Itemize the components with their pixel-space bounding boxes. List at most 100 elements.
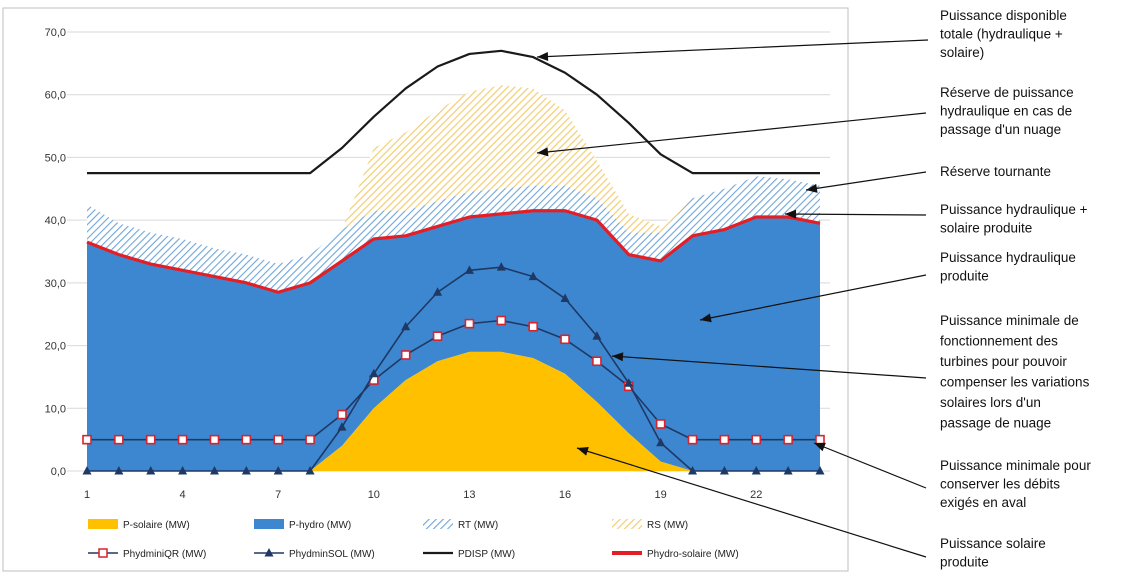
phydminiqr-point — [177, 434, 188, 445]
annotation-line: Puissance hydraulique + — [940, 202, 1088, 217]
phydminsol-point — [305, 466, 315, 475]
legend-label: Phydro-solaire (MW) — [647, 549, 739, 560]
phydminiqr-point — [783, 434, 793, 445]
phydminiqr-point — [687, 434, 698, 445]
rs-area — [87, 85, 820, 265]
pdisp-line — [87, 49, 820, 175]
phydminiqr-point — [145, 434, 156, 445]
phydminiqr-point — [655, 419, 666, 429]
x-tick-label: 13 — [463, 489, 475, 501]
arrowhead — [537, 147, 549, 157]
legend-swatch — [88, 519, 118, 529]
annotation-line: Puissance solaire — [940, 536, 1046, 551]
arrowhead — [814, 442, 826, 452]
phydminsol-point — [114, 466, 124, 475]
annotation-solaire: Puissance solaire produite — [940, 536, 1046, 570]
leader-line — [536, 112, 927, 154]
phydminiqr-line — [87, 319, 820, 441]
phydminiqr-point — [496, 315, 507, 326]
annotation-line: Puissance minimale de — [940, 313, 1079, 328]
annotation-line: solaire produite — [940, 221, 1032, 236]
y-tick-label: 70,0 — [45, 27, 66, 39]
leader-arrow — [536, 112, 927, 157]
x-tick-label: 4 — [180, 489, 186, 501]
arrowhead — [700, 313, 712, 323]
leader-line — [611, 355, 927, 379]
leader-line — [576, 447, 927, 558]
annotation-line: Puissance minimale pour — [940, 458, 1091, 473]
area-series — [87, 85, 820, 471]
phydminsol-point — [241, 466, 251, 475]
legend: P-solaire (MW) P-hydro (MW) RT (MW) RS (MW)… — [88, 519, 739, 560]
legend-label: RT (MW) — [458, 520, 498, 531]
phydminiqr-point — [560, 334, 570, 345]
legend-swatch — [423, 519, 453, 529]
annotation-line: compenser les variations — [940, 375, 1090, 390]
phydminsol-point — [815, 466, 825, 475]
y-tick-label: 60,0 — [45, 90, 66, 102]
legend-label: PhydminSOL (MW) — [289, 549, 375, 560]
leader-arrow — [805, 171, 927, 193]
phydminsol-point — [688, 466, 698, 475]
y-tick-label: 0,0 — [51, 466, 66, 478]
x-tick-label: 22 — [750, 489, 762, 501]
annotation-line: hydraulique en cas de — [940, 104, 1072, 119]
leader-line — [805, 171, 927, 191]
arrowhead — [577, 446, 589, 456]
leader-arrow — [699, 274, 927, 323]
annotation-line: solaires lors d'un — [940, 395, 1041, 410]
legend-label: P-solaire (MW) — [123, 520, 190, 531]
annotation-line: passage de nuage — [940, 416, 1051, 431]
phydminsol-point — [783, 466, 793, 475]
y-tick-label: 20,0 — [45, 341, 66, 353]
phydminiqr-point — [114, 434, 124, 445]
phydminiqr-point — [464, 318, 475, 329]
annotation-line: exigés en aval — [940, 495, 1026, 510]
phydminsol-point — [560, 293, 570, 303]
phydminiqr-point — [592, 356, 602, 367]
y-tick-label: 50,0 — [45, 152, 66, 164]
annotation-hs: Puissance hydraulique + solaire produite — [940, 202, 1088, 236]
annotation-line: Puissance disponible — [940, 8, 1067, 23]
phydminsol-point — [273, 466, 283, 475]
leader-arrow — [813, 442, 927, 489]
leader-arrow — [536, 39, 929, 62]
phydminiqr-point — [82, 434, 92, 445]
phydro-solaire-line — [86, 209, 821, 294]
x-tick-label: 1 — [84, 489, 90, 501]
annotation-minisol: Puissance minimale de fonctionnement des t… — [940, 313, 1090, 431]
phydminsol-point — [401, 321, 411, 331]
legend-item: Phydro-solaire (MW) — [612, 549, 739, 560]
legend-label: RS (MW) — [647, 520, 688, 531]
legend-item: PhydminiQR (MW) — [88, 548, 206, 560]
phydminiqr-point — [305, 434, 315, 445]
legend-marker — [264, 548, 274, 557]
y-tick-label: 40,0 — [45, 215, 66, 227]
phydminiqr-point — [400, 350, 411, 360]
phydminsol-point — [464, 265, 474, 274]
annotation-line: solaire) — [940, 45, 984, 60]
annotation-line: produite — [940, 269, 989, 284]
annotation-line: passage d'un nuage — [940, 122, 1061, 137]
leader-line — [813, 442, 927, 489]
legend-label: PhydminiQR (MW) — [123, 549, 206, 560]
legend-item: P-hydro (MW) — [254, 519, 351, 531]
arrowhead — [806, 183, 818, 193]
phydminsol-point — [146, 466, 156, 475]
phydminsol-point — [719, 466, 729, 475]
arrowhead — [537, 52, 549, 62]
annotation-line: produite — [940, 555, 989, 570]
phydminiqr-point — [751, 434, 762, 445]
phydminsol-point — [496, 262, 506, 271]
annotation-line: Réserve tournante — [940, 164, 1051, 179]
phydminiqr-point — [209, 434, 220, 445]
y-tick-label: 30,0 — [45, 278, 66, 290]
phydminsol-point — [656, 437, 666, 447]
annotation-miniqr: Puissance minimale pour conserver les déb… — [940, 458, 1091, 510]
phydminiqr-point — [337, 409, 347, 420]
arrowhead — [612, 352, 624, 362]
leader-arrow — [576, 446, 927, 558]
phydminiqr-point — [719, 434, 730, 445]
annotation-line: conserver les débits — [940, 477, 1060, 492]
annotation-line: Réserve de puissance — [940, 85, 1074, 100]
